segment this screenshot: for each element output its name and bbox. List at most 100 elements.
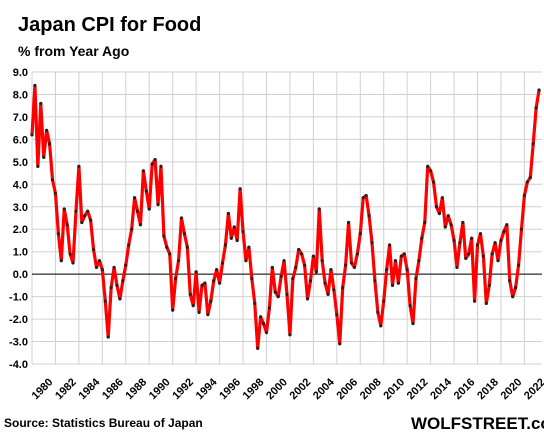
data-point	[270, 265, 274, 270]
data-point	[264, 330, 269, 335]
x-tick-label: 1986	[100, 376, 126, 402]
data-point	[467, 252, 471, 256]
data-point	[109, 286, 113, 290]
data-point	[429, 169, 433, 173]
data-point	[344, 263, 348, 267]
data-point	[261, 321, 266, 326]
data-point	[267, 306, 272, 310]
data-point	[53, 191, 58, 195]
data-point	[94, 265, 99, 270]
data-point	[434, 205, 439, 209]
data-point	[68, 252, 72, 256]
data-point	[138, 223, 143, 227]
data-point	[176, 259, 181, 263]
x-tick-label: 1992	[170, 376, 196, 402]
data-point	[238, 187, 242, 191]
data-point	[259, 315, 263, 319]
data-point	[361, 196, 365, 200]
y-tick-label: 1.0	[13, 247, 28, 259]
data-point	[376, 310, 380, 314]
data-point	[132, 196, 137, 200]
data-point	[464, 256, 468, 261]
brand-logo: WOLFSTREET.com	[411, 414, 544, 433]
data-point	[308, 279, 313, 283]
x-tick-label: 1984	[77, 376, 103, 402]
x-tick-label: 1980	[30, 376, 56, 402]
x-tick-label: 1990	[147, 376, 173, 402]
data-point	[484, 301, 488, 305]
data-point	[393, 259, 398, 263]
data-point	[121, 279, 125, 283]
data-point	[440, 196, 444, 200]
data-point	[194, 270, 198, 274]
data-point	[159, 164, 163, 168]
data-point	[77, 164, 81, 168]
data-point	[493, 241, 497, 245]
y-tick-label: 2.0	[13, 224, 28, 236]
source-note: Source: Statistics Bureau of Japan	[4, 416, 203, 430]
data-point	[256, 346, 260, 350]
data-point	[130, 227, 134, 231]
data-point	[508, 279, 512, 283]
data-point	[185, 245, 189, 249]
data-point	[472, 299, 477, 303]
y-tick-label: 5.0	[13, 157, 28, 169]
x-tick-label: 2004	[311, 376, 337, 402]
data-point	[165, 245, 169, 249]
series-line	[30, 83, 541, 350]
data-point	[519, 227, 524, 231]
data-point	[461, 220, 465, 225]
data-point	[209, 299, 213, 303]
data-point	[431, 180, 436, 184]
x-tick-label: 2014	[428, 376, 454, 402]
x-tick-label: 2012	[405, 376, 431, 402]
data-point	[36, 164, 40, 168]
x-tick-label: 2018	[475, 376, 501, 402]
x-tick-label: 2010	[381, 376, 407, 402]
data-point	[323, 281, 327, 285]
data-point	[71, 261, 75, 265]
data-point	[370, 241, 374, 245]
data-point	[458, 241, 462, 245]
data-point	[487, 283, 491, 287]
y-tick-label: 9.0	[13, 67, 28, 79]
data-point	[91, 247, 96, 252]
data-point	[39, 101, 43, 106]
series-food-cpi	[30, 83, 541, 350]
y-tick-label: 7.0	[13, 112, 28, 124]
data-point	[382, 299, 386, 303]
data-point	[528, 175, 532, 180]
y-tick-label: -4.0	[9, 359, 28, 371]
data-point	[405, 268, 409, 272]
y-tick-label: -2.0	[9, 314, 28, 326]
data-point	[396, 281, 400, 285]
data-point	[285, 292, 289, 296]
data-point	[364, 193, 368, 198]
x-tick-label: 1994	[194, 376, 220, 402]
x-axis-ticks: 1980198219841986198819901992199419961998…	[30, 376, 544, 402]
data-point	[349, 261, 354, 265]
data-point	[452, 238, 456, 243]
data-point	[47, 142, 52, 146]
data-point	[188, 292, 192, 296]
data-point	[56, 232, 60, 236]
data-point	[282, 259, 286, 263]
data-point	[297, 247, 301, 252]
gridlines	[31, 71, 542, 365]
data-point	[326, 292, 330, 296]
data-point	[511, 295, 515, 299]
x-tick-label: 2020	[499, 376, 525, 402]
data-point	[191, 304, 195, 308]
data-point	[223, 243, 228, 247]
data-point	[100, 268, 104, 272]
data-point	[367, 214, 371, 218]
data-point	[215, 268, 219, 272]
data-point	[373, 279, 377, 283]
data-point	[320, 259, 324, 263]
x-tick-label: 1982	[53, 376, 79, 402]
data-point	[144, 189, 148, 193]
data-point	[279, 274, 283, 278]
data-point	[455, 265, 459, 270]
data-point	[235, 238, 239, 243]
